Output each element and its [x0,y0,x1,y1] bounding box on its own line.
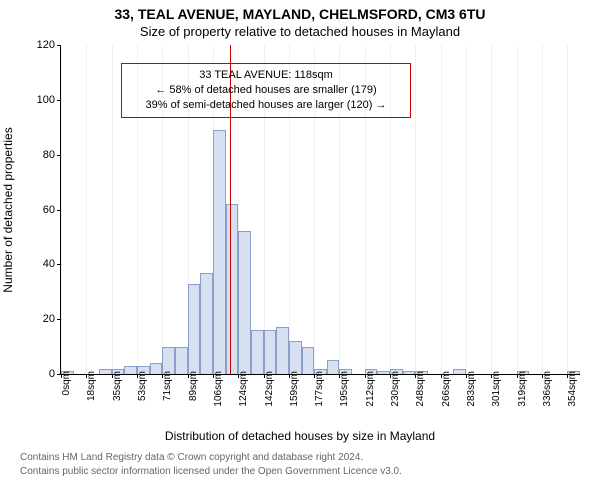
y-tick-label: 60 [23,204,55,216]
gridline [542,45,543,374]
histogram-bar [453,369,466,374]
histogram-bar [327,360,340,374]
copyright-line1: Contains HM Land Registry data © Crown c… [20,451,580,465]
y-tick-label: 100 [23,94,55,106]
histogram-bar [200,273,213,374]
x-tick-label: 283sqm [466,371,477,407]
copyright-line2: Contains public sector information licen… [20,465,580,479]
histogram-bar [238,231,251,374]
x-tick-label: 301sqm [491,371,502,407]
x-axis-label: Distribution of detached houses by size … [0,429,600,443]
x-tick-label: 0sqm [61,371,72,395]
y-axis-label: Number of detached properties [1,127,15,292]
annotation-line3: 39% of semi-detached houses are larger (… [130,98,402,113]
x-tick-label: 212sqm [365,371,376,407]
x-tick-label: 177sqm [314,371,325,407]
x-tick-label: 71sqm [162,371,173,401]
histogram-bar [213,130,226,374]
gridline [441,45,442,374]
x-tick-label: 354sqm [567,371,578,407]
y-tick-label: 40 [23,258,55,270]
x-tick-label: 159sqm [289,371,300,407]
gridline [466,45,467,374]
x-tick-label: 89sqm [188,371,199,401]
histogram-bar [276,327,289,374]
histogram-bar [226,204,239,374]
x-tick-label: 35sqm [112,371,123,401]
x-tick-label: 266sqm [441,371,452,407]
annotation-line1: 33 TEAL AVENUE: 118sqm [130,68,402,83]
x-tick-label: 106sqm [213,371,224,407]
histogram-bar [289,341,302,374]
histogram-bar [302,347,315,374]
histogram-bar [150,363,163,374]
x-tick-label: 248sqm [415,371,426,407]
y-tick-label: 80 [23,149,55,161]
gridline [517,45,518,374]
gridline [86,45,87,374]
gridline [567,45,568,374]
x-tick-label: 53sqm [137,371,148,401]
annotation-line2: ← 58% of detached houses are smaller (17… [130,83,402,98]
histogram-bar [162,347,175,374]
y-tick-label: 20 [23,313,55,325]
y-tick-label: 120 [23,39,55,51]
page-title: 33, TEAL AVENUE, MAYLAND, CHELMSFORD, CM… [0,6,600,22]
histogram-bar [251,330,264,374]
histogram-bar [403,371,416,374]
histogram-bar [188,284,201,374]
x-tick-label: 142sqm [264,371,275,407]
page-subtitle: Size of property relative to detached ho… [0,24,600,39]
histogram-chart: 0204060801001200sqm18sqm35sqm53sqm71sqm8… [60,45,580,375]
gridline [491,45,492,374]
histogram-bar [124,366,137,374]
x-tick-label: 230sqm [390,371,401,407]
histogram-bar [264,330,277,374]
copyright-notice: Contains HM Land Registry data © Crown c… [0,443,600,479]
x-tick-label: 319sqm [517,371,528,407]
annotation-box: 33 TEAL AVENUE: 118sqm← 58% of detached … [121,63,411,118]
gridline [415,45,416,374]
histogram-bar [175,347,188,374]
x-tick-label: 195sqm [339,371,350,407]
x-tick-label: 124sqm [238,371,249,407]
histogram-bar [377,371,390,374]
x-tick-label: 18sqm [86,371,97,401]
gridline [112,45,113,374]
x-tick-label: 336sqm [542,371,553,407]
y-tick-label: 0 [23,368,55,380]
gridline [61,45,62,374]
histogram-bar [99,369,112,374]
